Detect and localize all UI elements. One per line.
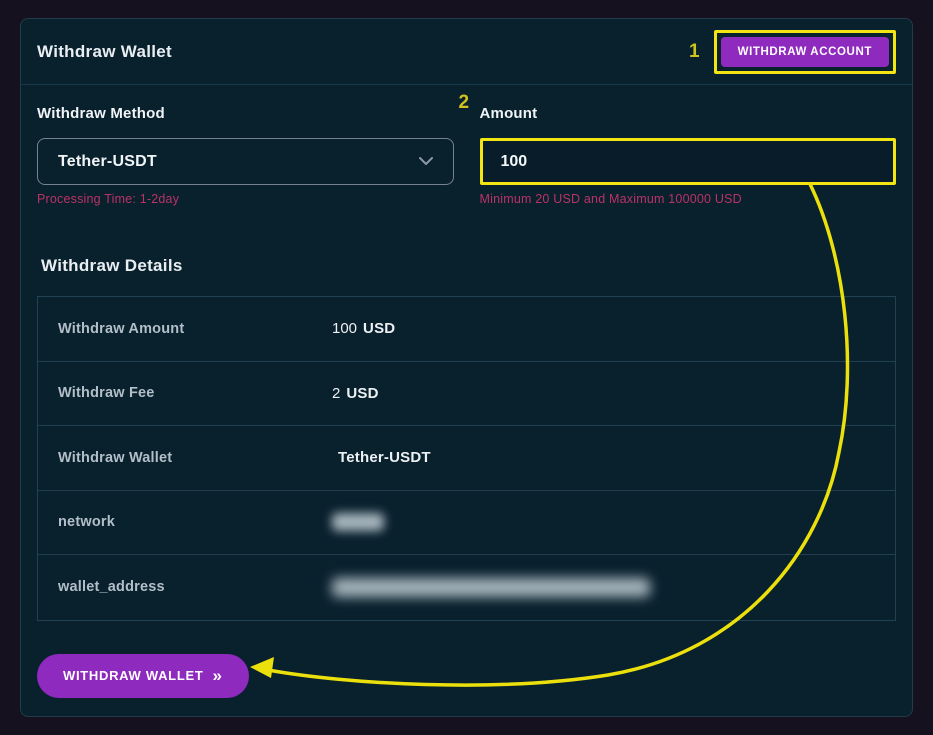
redacted-network-value [332,513,384,532]
row-value-number: 100 [332,320,358,338]
amount-label: Amount [479,105,538,122]
redacted-wallet-address-value [332,577,650,597]
table-row-withdraw-fee: Withdraw Fee 2 USD [38,362,895,426]
row-label: Withdraw Fee [58,385,155,402]
withdraw-details-title: Withdraw Details [41,256,183,275]
row-label: Withdraw Wallet [58,449,173,466]
row-value: Tether-USDT [332,449,431,466]
withdraw-details-table: Withdraw Amount 100 USD Withdraw Fee 2 U… [37,296,896,621]
withdraw-account-button[interactable]: WITHDRAW ACCOUNT [720,36,889,67]
table-row-network: network [38,491,895,555]
withdraw-wallet-panel: Withdraw Wallet 1 WITHDRAW ACCOUNT Withd… [20,18,913,717]
withdraw-method-label: Withdraw Method [37,105,165,122]
annotation-highlight-box-1: WITHDRAW ACCOUNT [713,29,896,74]
table-row-wallet-address: wallet_address [38,555,895,620]
row-label: wallet_address [58,579,165,596]
withdraw-method-value: Tether-USDT [58,152,157,170]
panel-footer: WITHDRAW WALLET » [37,653,896,698]
amount-limits-hint: Minimum 20 USD and Maximum 100000 USD [479,192,742,206]
withdraw-wallet-button-label: WITHDRAW WALLET [63,668,204,683]
header-actions: 1 WITHDRAW ACCOUNT [689,29,896,74]
table-row-withdraw-amount: Withdraw Amount 100 USD [38,297,895,362]
row-value [332,513,384,532]
amount-input[interactable] [479,138,896,185]
row-label: network [58,514,115,531]
row-label: Withdraw Amount [58,320,185,337]
withdraw-method-group: Withdraw Method Tether-USDT Processing T… [37,105,454,208]
row-value-unit: Tether-USDT [338,449,431,467]
processing-time-hint: Processing Time: 1-2day [37,192,180,206]
row-value-unit: USD [363,320,396,338]
row-value-unit: USD [346,384,379,402]
double-chevron-right-icon: » [212,666,223,685]
chevron-down-icon [418,157,433,165]
row-value: 2 USD [332,385,379,402]
withdraw-wallet-button[interactable]: WITHDRAW WALLET » [37,653,249,698]
annotation-step-1: 1 [689,41,700,62]
amount-group: 2 Amount Minimum 20 USD and Maximum 1000… [459,92,896,208]
page-title: Withdraw Wallet [37,41,172,61]
withdraw-form: Withdraw Method Tether-USDT Processing T… [21,85,912,208]
panel-header: Withdraw Wallet 1 WITHDRAW ACCOUNT [21,19,912,85]
row-value: 100 USD [332,320,395,337]
annotation-step-2: 2 [458,92,470,113]
withdraw-method-select[interactable]: Tether-USDT [37,138,454,185]
row-value [332,577,650,597]
table-row-withdraw-wallet: Withdraw Wallet Tether-USDT [38,426,895,491]
row-value-number: 2 [332,384,341,402]
